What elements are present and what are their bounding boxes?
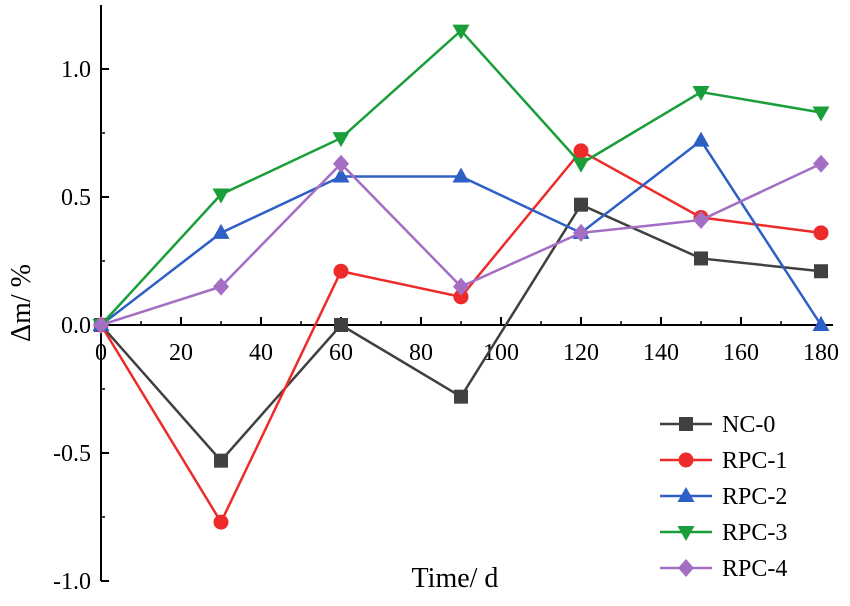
legend-label: NC-0: [722, 412, 775, 438]
y-axis-title: Δm/ %: [6, 264, 37, 342]
data-point: [573, 223, 589, 242]
legend-marker: [678, 452, 694, 468]
data-point: [332, 132, 350, 148]
data-point: [214, 453, 228, 468]
legend-marker: [677, 487, 695, 502]
data-point: [212, 188, 230, 204]
y-tick-label: 0.0: [61, 313, 91, 339]
y-tick-label: -0.5: [53, 441, 91, 467]
legend-label: RPC-3: [722, 520, 787, 546]
data-point: [334, 318, 348, 332]
y-tick-label: 1.0: [61, 57, 91, 83]
data-point: [453, 289, 469, 305]
legend-item: NC-0: [660, 412, 775, 438]
data-point: [332, 167, 350, 183]
data-point: [813, 154, 829, 173]
data-point: [694, 251, 708, 266]
series-rpc-1: [93, 143, 829, 530]
legend-marker: [677, 526, 695, 541]
legend-label: RPC-2: [722, 484, 787, 510]
x-tick-label: 0: [95, 340, 107, 366]
x-tick-label: 180: [803, 340, 839, 366]
data-point: [572, 157, 590, 173]
data-point: [814, 264, 828, 279]
x-tick-label: 140: [643, 340, 679, 366]
x-tick-label: 40: [249, 340, 273, 366]
legend-marker: [679, 417, 693, 431]
x-tick-label: 160: [723, 340, 759, 366]
y-tick-label: -1.0: [53, 569, 91, 595]
legend-item: RPC-3: [660, 520, 787, 546]
data-point: [212, 223, 230, 239]
x-axis-title: Time/ d: [412, 563, 499, 594]
legend-marker: [678, 559, 694, 577]
data-point: [812, 106, 830, 122]
x-tick-label: 120: [563, 340, 599, 366]
data-point: [213, 277, 229, 296]
series-layer: [92, 24, 830, 530]
legend-label: RPC-1: [722, 448, 787, 474]
data-point: [693, 211, 709, 230]
y-tick-label: 0.5: [61, 185, 91, 211]
data-point: [93, 316, 109, 334]
legend: NC-0 RPC-1 RPC-2 RPC-3 RPC-4: [660, 412, 787, 582]
data-point: [692, 86, 710, 102]
data-point: [452, 167, 470, 183]
data-point: [573, 143, 589, 159]
data-point: [813, 225, 829, 241]
data-point: [333, 263, 349, 279]
legend-item: RPC-4: [660, 556, 787, 582]
series-rpc-4: [93, 154, 829, 334]
data-point: [333, 154, 349, 173]
x-tick-label: 60: [329, 340, 353, 366]
x-tick-label: 20: [169, 340, 193, 366]
legend-item: RPC-2: [660, 484, 787, 510]
data-point: [453, 277, 469, 296]
data-point: [454, 389, 468, 404]
series-nc-0: [94, 197, 828, 468]
data-point: [574, 197, 588, 212]
legend-item: RPC-1: [660, 448, 787, 474]
legend-label: RPC-4: [722, 556, 787, 582]
data-point: [692, 131, 710, 147]
data-point: [213, 514, 229, 530]
axes: 0 20 40 60 80 100 120 140 160 180-1.0-0.50.00.51.…: [53, 5, 839, 595]
data-point: [812, 316, 830, 331]
x-tick-label: 80: [409, 340, 433, 366]
data-point: [452, 24, 470, 40]
